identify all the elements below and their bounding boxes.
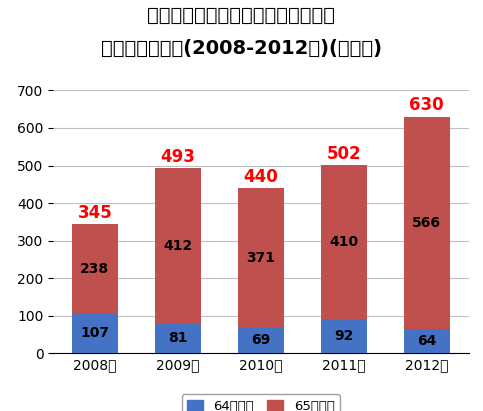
Text: 81: 81 [168,331,187,345]
Bar [404,117,450,329]
Text: 年代別搬送人員(2008-2012年)(東京都): 年代別搬送人員(2008-2012年)(東京都) [101,39,382,58]
Text: 住宅の風呂や錢湯で発生した溺水の: 住宅の風呂や錢湯で発生した溺水の [147,6,336,25]
Bar [238,188,284,328]
Bar [72,313,118,353]
Text: 412: 412 [163,239,192,253]
Text: 410: 410 [329,235,358,249]
Text: 64: 64 [417,335,437,349]
Text: 502: 502 [327,145,361,163]
Text: 345: 345 [77,203,112,222]
Text: 238: 238 [80,261,109,275]
Bar [321,165,367,319]
Text: 566: 566 [412,216,441,230]
Bar [404,329,450,353]
Legend: 64歳以下, 65歳以上: 64歳以下, 65歳以上 [182,394,340,411]
Bar [155,168,200,323]
Text: 107: 107 [80,326,109,340]
Text: 69: 69 [251,333,270,347]
Bar [72,224,118,313]
Bar [155,323,200,353]
Bar [238,328,284,353]
Bar [321,319,367,353]
Text: 92: 92 [334,329,354,343]
Text: 440: 440 [243,168,278,186]
Text: 630: 630 [410,97,444,115]
Text: 493: 493 [160,148,195,166]
Text: 371: 371 [246,251,275,265]
